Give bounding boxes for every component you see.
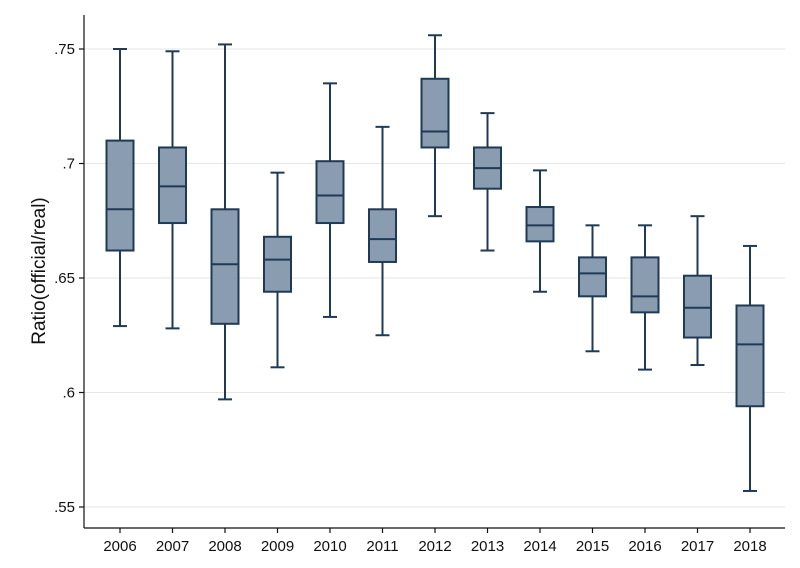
iqr-box <box>420 77 450 149</box>
box-2008 <box>210 43 240 401</box>
box-2012 <box>420 34 450 218</box>
y-ticks: .55 .6 .65 .7 .75 <box>54 41 84 516</box>
x-tick-label: 2006 <box>103 538 136 555</box>
y-tick-label: .6 <box>62 385 75 402</box>
iqr-box <box>315 160 345 225</box>
box-2013 <box>473 112 502 252</box>
box-2018 <box>735 244 765 492</box>
x-tick-label: 2014 <box>523 538 556 555</box>
iqr-box <box>683 274 712 339</box>
box-2010 <box>315 82 345 318</box>
box-2017 <box>683 215 712 367</box>
iqr-box <box>630 256 660 314</box>
iqr-box <box>525 206 555 243</box>
box-2009 <box>263 171 292 369</box>
x-tick-label: 2017 <box>681 538 714 555</box>
box-2016 <box>630 224 660 371</box>
iqr-box <box>263 235 292 293</box>
iqr-box <box>368 208 397 263</box>
x-tick-label: 2012 <box>418 538 451 555</box>
x-tick-label: 2011 <box>366 538 398 555</box>
box-2011 <box>368 125 397 337</box>
x-ticks: 2006 2007 2008 2009 2010 2011 2012 2013 2014 2015… <box>103 528 767 555</box>
x-tick-label: 2013 <box>471 538 504 555</box>
y-tick-label: .7 <box>62 156 75 173</box>
x-tick-label: 2007 <box>156 538 189 555</box>
box-2007 <box>158 50 187 330</box>
y-tick-label: .75 <box>54 41 75 58</box>
x-tick-label: 2015 <box>576 538 609 555</box>
x-tick-label: 2010 <box>313 538 346 555</box>
iqr-box <box>210 208 240 325</box>
x-tick-label: 2016 <box>628 538 661 555</box>
x-tick-label: 2018 <box>733 538 766 555</box>
y-axis-title: Ratio(official/real) <box>29 197 50 344</box>
x-tick-label: 2009 <box>261 538 294 555</box>
boxes <box>105 34 765 492</box>
box-2014 <box>525 169 555 293</box>
iqr-box <box>735 304 765 408</box>
iqr-box <box>105 139 135 252</box>
y-tick-label: .55 <box>54 499 75 516</box>
iqr-box <box>158 146 187 225</box>
x-tick-label: 2008 <box>208 538 241 555</box>
box-2006 <box>105 48 135 328</box>
box-2015 <box>578 224 607 353</box>
y-tick-label: .65 <box>54 270 75 287</box>
iqr-box <box>578 256 607 298</box>
